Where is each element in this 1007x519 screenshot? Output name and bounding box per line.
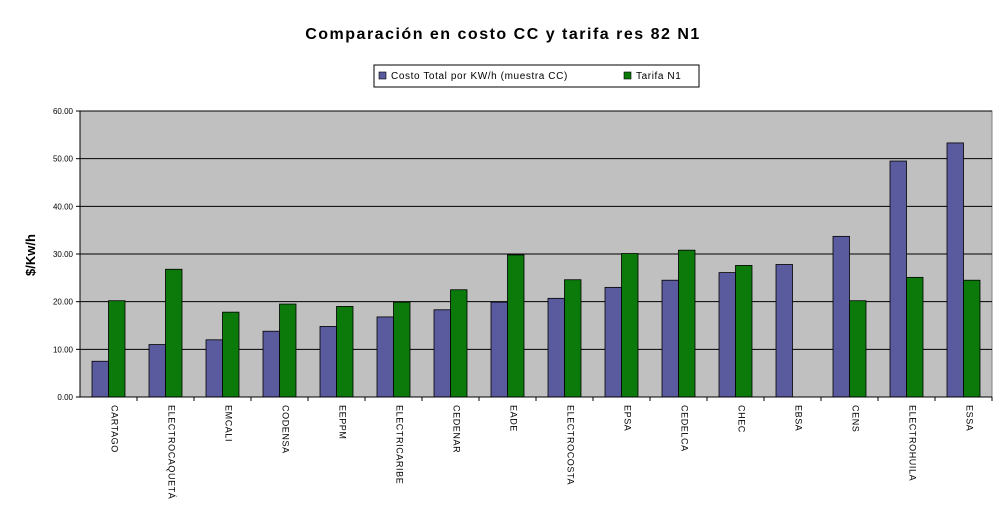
x-category-label: CENS: [851, 405, 861, 432]
bar-tarifa: [564, 279, 582, 398]
y-tick-label: 0.00: [57, 393, 73, 402]
bar-costo: [718, 272, 736, 398]
bar-costo: [604, 286, 622, 398]
bar-tarifa: [621, 253, 639, 398]
legend-swatch-costo: [378, 71, 387, 80]
bar-costo: [661, 279, 679, 398]
x-category-label: ELECTROCOSTA: [566, 405, 576, 485]
bar-tarifa: [678, 249, 696, 398]
bar-costo: [490, 301, 508, 398]
y-tick-label: 30.00: [53, 250, 74, 259]
y-tick-label: 20.00: [53, 298, 74, 307]
bar-tarifa: [963, 279, 981, 398]
bar-tarifa: [165, 268, 183, 398]
y-tick-label: 50.00: [53, 155, 74, 164]
bar-costo: [433, 309, 451, 398]
bar-costo: [946, 142, 964, 398]
legend-box: [373, 64, 700, 88]
bar-tarifa: [336, 306, 354, 398]
legend-label-tarifa: Tarifa N1: [636, 71, 681, 82]
x-category-label: CEDENAR: [452, 405, 462, 453]
bar-costo: [91, 360, 109, 398]
x-category-label: EEPPM: [338, 405, 348, 440]
bar-tarifa: [450, 289, 468, 398]
x-category-label: CARTAGO: [110, 405, 120, 453]
bar-tarifa: [393, 301, 411, 398]
x-category-label: EADE: [509, 405, 519, 432]
y-tick-label: 40.00: [53, 202, 74, 211]
bar-costo: [775, 264, 793, 398]
x-category-label: EBSA: [794, 405, 804, 431]
y-tick-label: 60.00: [53, 107, 74, 116]
bar-costo: [319, 326, 337, 398]
y-axis-ticks: 0.00 10.00 20.00 30.00 40.00 50.00 60.00: [53, 107, 80, 402]
y-axis-label: $/Kw/h: [23, 234, 38, 276]
x-category-label: EMCALI: [224, 405, 234, 442]
bar-tarifa: [279, 303, 297, 398]
bar-costo: [832, 235, 850, 398]
bar-costo: [376, 316, 394, 398]
bar-tarifa: [108, 300, 126, 398]
bar-costo: [547, 297, 565, 398]
bar-tarifa: [735, 265, 753, 398]
x-category-label: ELECTROHUILA: [908, 405, 918, 481]
y-tick-label: 10.00: [53, 345, 74, 354]
chart-title: Comparación en costo CC y tarifa res 82 …: [305, 26, 701, 43]
bar-costo: [262, 330, 280, 398]
legend-swatch-tarifa: [623, 71, 632, 80]
bars: [91, 142, 981, 398]
bar-tarifa: [849, 300, 867, 398]
bar-costo: [205, 339, 223, 398]
bar-costo: [148, 344, 166, 398]
x-category-label: ESSA: [965, 405, 975, 431]
bar-tarifa: [906, 276, 924, 398]
bar-tarifa: [222, 311, 240, 398]
legend-label-costo: Costo Total por KW/h (muestra CC): [391, 71, 568, 82]
x-category-label: ELECTRICARIBE: [395, 405, 405, 484]
x-category-label: EPSA: [623, 405, 633, 431]
x-axis-categories: CARTAGO ELECTROCAQUETÁ EMCALI CODENSA EEPPM E…: [110, 397, 993, 499]
x-category-label: ELECTROCAQUETÁ: [167, 405, 177, 499]
legend: Costo Total por KW/h (muestra CC) Tarifa…: [373, 64, 700, 88]
x-category-label: CHEC: [737, 405, 747, 433]
bar-tarifa: [507, 254, 525, 398]
x-category-label: CEDELCA: [680, 405, 690, 452]
bar-costo: [889, 160, 907, 398]
x-category-label: CODENSA: [281, 405, 291, 454]
